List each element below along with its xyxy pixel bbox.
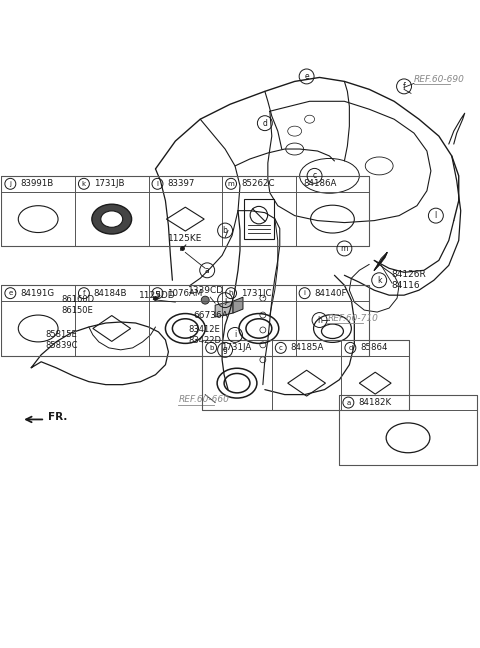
Text: f: f [403, 82, 406, 91]
Text: REF.60-660: REF.60-660 [179, 395, 229, 404]
Bar [341, 340, 409, 356]
Text: 1076AM: 1076AM [168, 288, 203, 297]
Text: 83397: 83397 [168, 179, 195, 189]
Text: 85262C: 85262C [241, 179, 275, 189]
Text: d: d [348, 345, 352, 351]
Bar [1, 192, 75, 246]
Text: e: e [304, 72, 309, 81]
Bar [202, 340, 409, 410]
Ellipse shape [92, 204, 132, 234]
Text: 1731JB: 1731JB [94, 179, 124, 189]
Bar [1, 176, 75, 192]
Text: b: b [223, 226, 228, 235]
Bar [296, 192, 369, 246]
Text: 83412E
83422D: 83412E 83422D [188, 325, 221, 345]
Bar [339, 395, 477, 465]
Bar [222, 192, 296, 246]
Bar [1, 285, 369, 356]
Text: 85815E
85839C: 85815E 85839C [45, 330, 78, 350]
Bar [341, 356, 409, 410]
Text: 1731JA: 1731JA [221, 343, 252, 353]
Text: i: i [234, 330, 236, 340]
Text: f: f [83, 290, 85, 296]
Bar [222, 176, 296, 192]
Text: 86160D
86150E: 86160D 86150E [61, 295, 94, 315]
Bar [75, 176, 148, 192]
Ellipse shape [101, 211, 123, 227]
Text: 84191G: 84191G [20, 288, 54, 297]
Bar [1, 176, 369, 246]
Text: REF.60-710: REF.60-710 [327, 314, 378, 323]
Text: 84184B: 84184B [94, 288, 127, 297]
Text: d: d [263, 119, 267, 128]
Text: 84185A: 84185A [291, 343, 324, 353]
Text: 83991B: 83991B [20, 179, 54, 189]
Polygon shape [233, 297, 243, 313]
Text: m: m [341, 244, 348, 253]
Text: 85864: 85864 [360, 343, 388, 353]
Text: m: m [228, 181, 234, 187]
Bar [75, 285, 148, 301]
Bar [148, 301, 222, 356]
Text: e: e [8, 290, 12, 296]
Text: a: a [205, 266, 210, 275]
Text: 1125KE: 1125KE [168, 234, 203, 243]
Bar [222, 285, 296, 301]
Text: FR.: FR. [48, 413, 68, 422]
Text: l: l [435, 211, 437, 220]
Text: 66736A: 66736A [193, 310, 228, 319]
Bar [202, 356, 272, 410]
Bar [1, 285, 75, 301]
Bar [75, 301, 148, 356]
Bar [296, 285, 369, 301]
Text: 84186A: 84186A [304, 179, 337, 189]
Text: g: g [223, 345, 228, 354]
Text: 1125DD: 1125DD [139, 291, 175, 299]
Text: a: a [346, 400, 350, 406]
Bar [272, 340, 341, 356]
Bar [148, 285, 222, 301]
Bar [296, 301, 369, 356]
Text: g: g [156, 290, 160, 296]
Bar [244, 199, 274, 239]
Text: i: i [304, 290, 306, 296]
Bar [339, 410, 477, 465]
Text: k: k [377, 276, 382, 284]
Text: c: c [312, 171, 317, 180]
Text: b: b [209, 345, 213, 351]
Bar [339, 395, 477, 410]
Text: k: k [82, 181, 86, 187]
Circle shape [201, 296, 209, 304]
Bar [1, 301, 75, 356]
Text: 1731JC: 1731JC [241, 288, 272, 297]
Text: REF.60-690: REF.60-690 [414, 75, 465, 84]
Polygon shape [215, 301, 233, 317]
Bar [148, 176, 222, 192]
Text: 84182K: 84182K [358, 398, 391, 407]
Bar [296, 176, 369, 192]
Text: 1339CD: 1339CD [188, 286, 225, 295]
Text: j: j [224, 295, 226, 305]
Bar [75, 192, 148, 246]
Text: 84140F: 84140F [314, 288, 347, 297]
Text: j: j [9, 181, 12, 187]
Text: 84126R
84116: 84126R 84116 [391, 270, 426, 290]
Text: l: l [156, 181, 158, 187]
Text: h: h [317, 316, 322, 325]
Bar [202, 340, 272, 356]
Bar [272, 356, 341, 410]
Polygon shape [374, 253, 387, 270]
Bar [222, 301, 296, 356]
Bar [148, 192, 222, 246]
Text: h: h [229, 290, 233, 296]
Text: c: c [279, 345, 283, 351]
